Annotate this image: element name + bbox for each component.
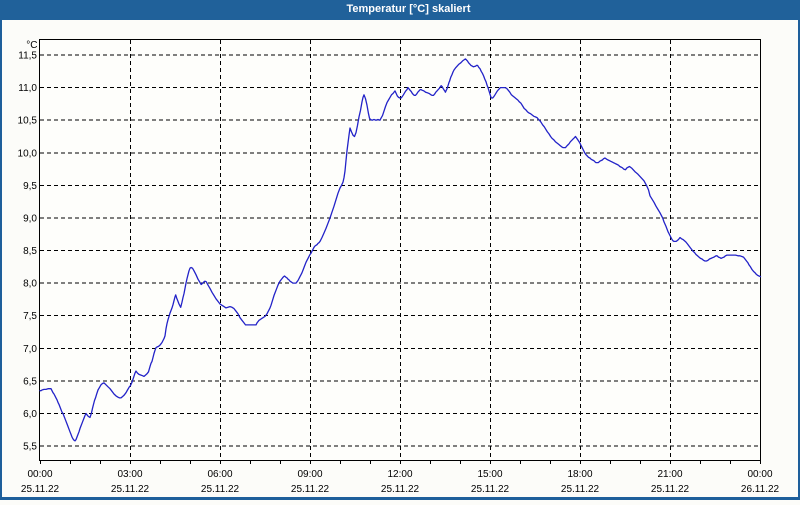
svg-text:6,0: 6,0	[23, 409, 37, 420]
svg-text:5,5: 5,5	[23, 442, 37, 453]
svg-text:15:00: 15:00	[477, 469, 502, 480]
svg-text:00:00: 00:00	[747, 469, 772, 480]
svg-text:25.11.22: 25.11.22	[381, 484, 420, 495]
svg-text:00:00: 00:00	[27, 469, 52, 480]
svg-text:7,0: 7,0	[23, 344, 37, 355]
svg-text:11,0: 11,0	[18, 83, 37, 94]
svg-text:25.11.22: 25.11.22	[561, 484, 600, 495]
svg-text:10,0: 10,0	[18, 148, 38, 159]
svg-text:25.11.22: 25.11.22	[21, 484, 60, 495]
svg-text:7,5: 7,5	[23, 311, 37, 322]
svg-text:25.11.22: 25.11.22	[111, 484, 150, 495]
svg-text:25.11.22: 25.11.22	[651, 484, 690, 495]
svg-text:21:00: 21:00	[657, 469, 682, 480]
svg-text:6,5: 6,5	[23, 376, 37, 387]
svg-text:°C: °C	[26, 40, 37, 51]
svg-text:12:00: 12:00	[387, 469, 412, 480]
svg-text:10,5: 10,5	[18, 116, 38, 127]
svg-text:9,0: 9,0	[23, 214, 37, 225]
svg-text:25.11.22: 25.11.22	[201, 484, 240, 495]
svg-text:18:00: 18:00	[567, 469, 592, 480]
svg-text:09:00: 09:00	[297, 469, 322, 480]
svg-text:8,5: 8,5	[23, 246, 37, 257]
svg-text:25.11.22: 25.11.22	[471, 484, 510, 495]
svg-text:8,0: 8,0	[23, 279, 37, 290]
svg-text:03:00: 03:00	[117, 469, 142, 480]
svg-text:25.11.22: 25.11.22	[291, 484, 330, 495]
svg-text:9,5: 9,5	[23, 181, 37, 192]
svg-text:06:00: 06:00	[207, 469, 232, 480]
svg-text:11,5: 11,5	[18, 51, 37, 62]
svg-text:26.11.22: 26.11.22	[741, 484, 780, 495]
